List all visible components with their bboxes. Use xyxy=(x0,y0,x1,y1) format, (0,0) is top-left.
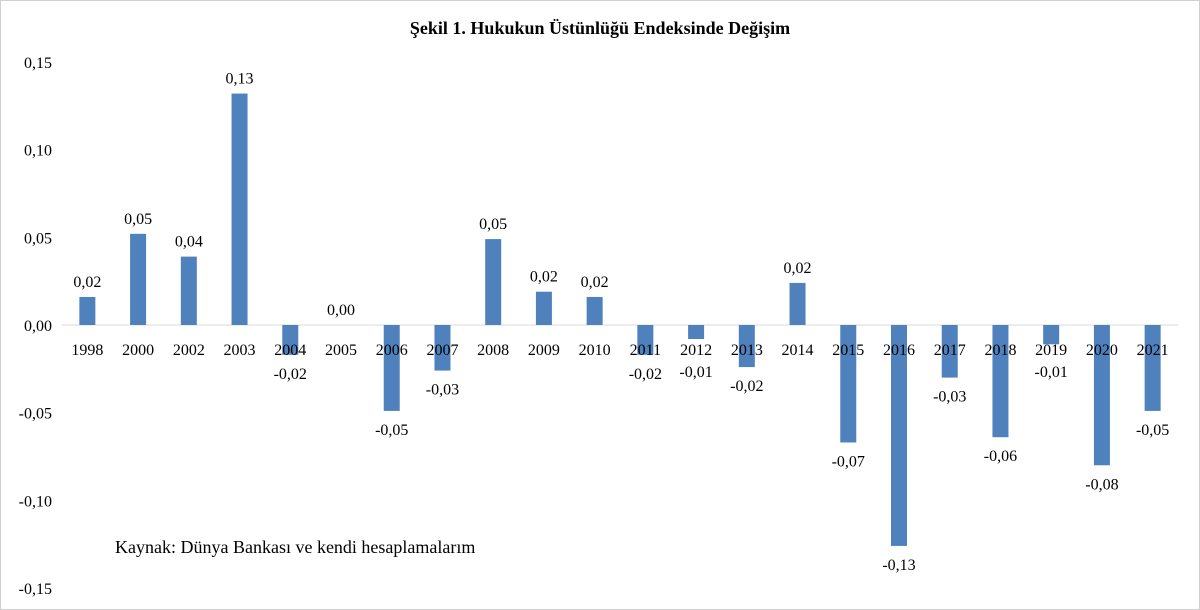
source-note: Kaynak: Dünya Bankası ve kendi hesaplama… xyxy=(115,537,476,557)
bar xyxy=(891,325,907,546)
bar xyxy=(586,296,603,325)
x-tick-label: 2003 xyxy=(224,342,256,359)
bar xyxy=(79,296,96,325)
bar xyxy=(789,282,806,325)
bar xyxy=(1093,325,1110,466)
data-label: 0,02 xyxy=(530,269,558,286)
x-tick-label: 2015 xyxy=(832,342,864,359)
x-tick-label: 2009 xyxy=(528,342,560,359)
data-label: -0,13 xyxy=(882,557,915,574)
data-label: 0,02 xyxy=(581,274,609,291)
bar xyxy=(535,291,552,325)
bar xyxy=(941,325,958,378)
bar xyxy=(130,233,147,325)
data-label: -0,02 xyxy=(274,366,307,383)
data-label: -0,06 xyxy=(984,448,1017,465)
data-label: -0,02 xyxy=(629,366,662,383)
data-label: -0,01 xyxy=(1035,364,1068,381)
bar xyxy=(282,325,299,355)
x-tick-label: 2016 xyxy=(883,342,915,359)
data-label: 0,05 xyxy=(124,211,152,228)
y-tick-label: 0,05 xyxy=(24,230,52,247)
x-tick-label: 2013 xyxy=(731,342,763,359)
data-label: 0,00 xyxy=(327,302,355,319)
x-tick-label: 2020 xyxy=(1086,342,1118,359)
x-tick-label: 2018 xyxy=(984,342,1016,359)
x-tick-label: 2011 xyxy=(630,342,661,359)
y-tick-label: -0,10 xyxy=(19,493,52,510)
x-tick-label: 1998 xyxy=(71,342,103,359)
data-label: -0,01 xyxy=(679,364,712,381)
data-label: -0,02 xyxy=(730,378,763,395)
bar xyxy=(434,325,451,371)
chart-title: Şekil 1. Hukukun Üstünlüğü Endeksinde De… xyxy=(409,18,791,38)
y-tick-label: 0,15 xyxy=(24,55,52,72)
x-tick-label: 2021 xyxy=(1137,342,1169,359)
data-label: -0,07 xyxy=(832,453,865,470)
data-label: 0,13 xyxy=(226,71,254,88)
bar xyxy=(688,325,705,340)
x-tick-label: 2008 xyxy=(477,342,509,359)
bar xyxy=(180,256,197,325)
x-tick-label: 2017 xyxy=(934,342,966,359)
x-tick-label: 2000 xyxy=(122,342,154,359)
bar xyxy=(637,325,654,355)
y-tick-label: 0,00 xyxy=(24,318,52,335)
data-label: 0,02 xyxy=(73,274,101,291)
x-tick-label: 2005 xyxy=(325,342,357,359)
bar xyxy=(840,325,857,443)
y-tick-label: 0,10 xyxy=(24,143,52,160)
x-tick-label: 2007 xyxy=(426,342,458,359)
bar xyxy=(992,325,1009,438)
y-tick-label: -0,15 xyxy=(19,581,52,598)
bar xyxy=(1144,325,1161,411)
x-tick-label: 2006 xyxy=(376,342,408,359)
bar xyxy=(738,325,755,368)
data-label: -0,05 xyxy=(375,422,408,439)
data-label: -0,03 xyxy=(933,389,966,406)
bar xyxy=(1043,325,1060,345)
x-tick-label: 2012 xyxy=(680,342,712,359)
y-tick-label: -0,05 xyxy=(19,406,52,423)
bar xyxy=(485,239,502,325)
data-label: -0,08 xyxy=(1085,476,1118,493)
bar xyxy=(231,93,248,325)
data-label: -0,03 xyxy=(426,382,459,399)
x-tick-label: 2004 xyxy=(274,342,306,359)
data-label: 0,04 xyxy=(175,234,203,251)
x-tick-label: 2010 xyxy=(579,342,611,359)
bar xyxy=(383,325,400,411)
x-tick-label: 2002 xyxy=(173,342,205,359)
data-label: -0,05 xyxy=(1136,422,1169,439)
x-tick-label: 2019 xyxy=(1035,342,1067,359)
x-tick-label: 2014 xyxy=(782,342,814,359)
data-label: 0,05 xyxy=(479,216,507,233)
data-label: 0,02 xyxy=(784,260,812,277)
